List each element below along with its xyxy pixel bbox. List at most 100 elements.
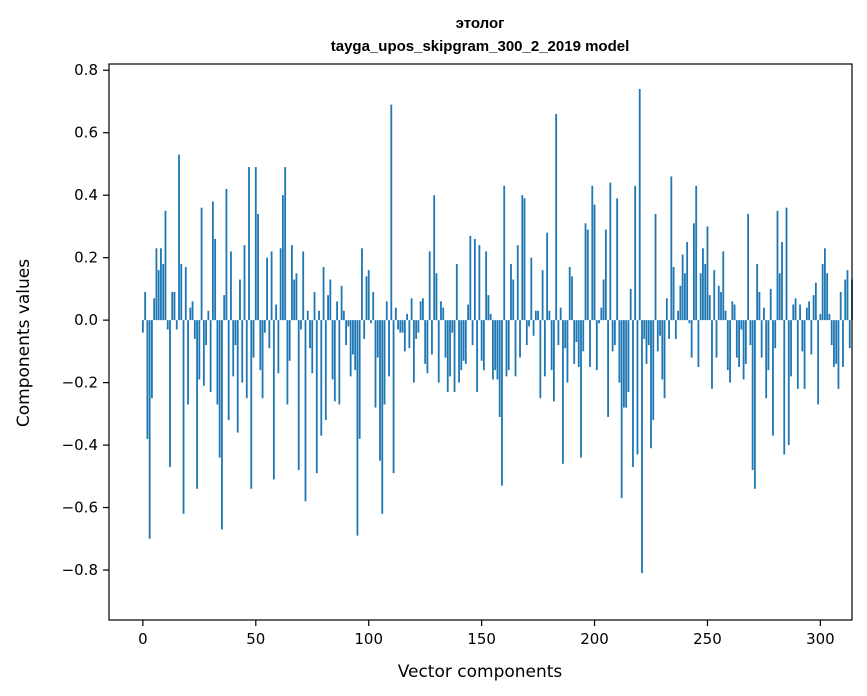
- bar: [191, 301, 194, 321]
- bar: [586, 229, 589, 321]
- bar: [722, 251, 725, 321]
- bar: [792, 304, 795, 321]
- bar: [699, 273, 702, 321]
- bar: [661, 320, 664, 380]
- bar: [532, 320, 535, 336]
- bar: [148, 320, 151, 539]
- x-tick-label: 50: [246, 630, 265, 648]
- bar: [787, 320, 790, 446]
- bar: [548, 310, 551, 321]
- bar: [358, 320, 361, 439]
- bar: [634, 185, 637, 321]
- y-axis: 0.8 0.6 0.4 0.2 0.0 −0.2 −0.4 −0.6 −0.8: [62, 61, 109, 579]
- bar: [155, 248, 158, 321]
- bar: [467, 304, 469, 321]
- bar: [480, 320, 483, 361]
- bar: [573, 320, 576, 364]
- bar: [394, 307, 397, 321]
- bar: [433, 195, 436, 321]
- bar: [758, 292, 761, 321]
- bar: [591, 185, 594, 321]
- bar: [178, 154, 180, 321]
- bar: [808, 301, 810, 321]
- bar: [329, 279, 332, 321]
- bar: [216, 320, 219, 405]
- bar: [702, 248, 704, 321]
- bar: [171, 292, 174, 321]
- bar: [663, 320, 666, 399]
- bar: [839, 292, 842, 321]
- bar: [552, 320, 555, 402]
- bar: [609, 182, 612, 321]
- bar: [512, 279, 515, 321]
- bar: [180, 263, 183, 321]
- bar: [638, 88, 641, 321]
- bar: [302, 251, 305, 321]
- bar: [803, 320, 806, 389]
- bar: [327, 295, 329, 321]
- bar: [284, 167, 287, 321]
- bar: [519, 320, 521, 358]
- bar: [435, 273, 438, 321]
- bar: [214, 238, 217, 321]
- chart-subtitle: tayga_upos_skipgram_300_2_2019 model: [331, 38, 630, 55]
- bar: [717, 285, 720, 321]
- bar: [175, 320, 178, 330]
- bar: [338, 320, 341, 405]
- bar: [837, 320, 840, 389]
- bar: [643, 320, 646, 339]
- bar: [794, 298, 797, 321]
- bar: [304, 320, 307, 502]
- bar: [243, 245, 246, 321]
- bar: [530, 257, 533, 321]
- bar: [279, 248, 282, 321]
- bar: [740, 320, 743, 330]
- bar: [534, 310, 537, 321]
- bar: [399, 320, 402, 333]
- bar: [198, 320, 201, 380]
- bar: [347, 320, 350, 327]
- bar: [557, 320, 560, 346]
- bar: [309, 320, 311, 349]
- bar: [690, 320, 693, 358]
- bar: [266, 257, 268, 321]
- x-tick-label: 150: [467, 630, 496, 648]
- bar: [695, 185, 698, 321]
- bar: [209, 320, 212, 392]
- bar: [419, 301, 422, 321]
- x-tick-label: 300: [806, 630, 835, 648]
- bar: [546, 232, 549, 321]
- bar: [720, 292, 722, 321]
- bar: [200, 207, 203, 321]
- y-tick-label: 0.4: [74, 186, 98, 204]
- bar: [372, 292, 375, 321]
- bar: [844, 279, 847, 321]
- bar: [600, 307, 603, 321]
- bar: [799, 304, 801, 321]
- bar: [810, 320, 813, 355]
- bar: [196, 320, 198, 489]
- bar: [315, 320, 318, 474]
- bar: [525, 320, 528, 346]
- bar: [674, 320, 677, 339]
- bar: [268, 320, 271, 349]
- bar: [632, 320, 634, 467]
- bars-group: [141, 88, 853, 574]
- bar: [410, 298, 413, 321]
- bar: [345, 320, 348, 346]
- bar: [763, 307, 765, 321]
- bar: [679, 285, 682, 321]
- bar: [539, 320, 542, 399]
- bar: [202, 320, 205, 386]
- bar: [207, 310, 210, 321]
- bar: [819, 313, 822, 321]
- bar: [205, 320, 208, 346]
- bar: [514, 320, 517, 377]
- bar: [781, 242, 783, 321]
- bar: [473, 238, 476, 321]
- bar: [693, 223, 695, 321]
- bar: [744, 320, 747, 364]
- bar: [503, 185, 506, 321]
- bar: [426, 320, 429, 374]
- x-tick-label: 200: [580, 630, 609, 648]
